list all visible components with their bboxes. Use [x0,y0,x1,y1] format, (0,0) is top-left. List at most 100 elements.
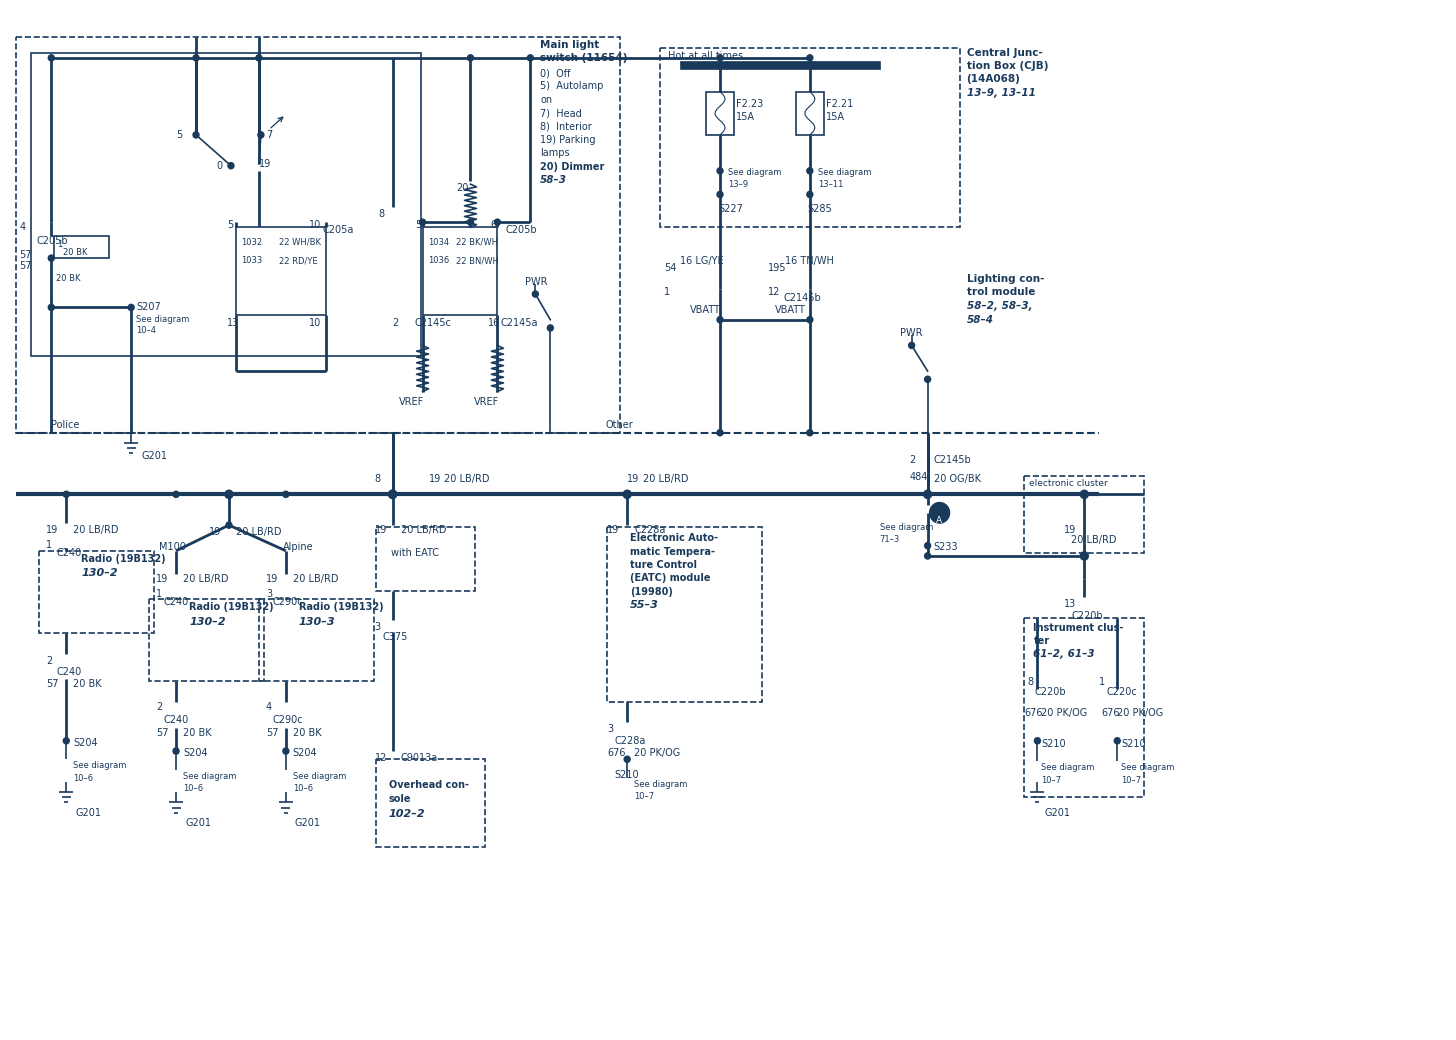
Text: 10–6: 10–6 [293,784,313,792]
Circle shape [282,491,288,497]
Text: 3: 3 [607,725,613,734]
Text: 20 LB/RD: 20 LB/RD [236,527,281,538]
Text: S210: S210 [614,770,639,780]
Circle shape [1034,737,1041,744]
Circle shape [807,55,812,61]
Circle shape [389,490,396,498]
Text: 22 RD/YE: 22 RD/YE [280,256,317,265]
Text: S204: S204 [73,737,98,748]
Circle shape [173,748,179,754]
Text: 676: 676 [1025,708,1042,718]
Circle shape [419,219,425,226]
Text: Overhead con-: Overhead con- [389,780,469,789]
Text: S210: S210 [1121,738,1146,749]
Text: C240: C240 [57,667,82,677]
Text: 3: 3 [266,589,272,599]
Circle shape [1080,552,1088,561]
Circle shape [716,430,724,436]
Text: C2145a: C2145a [501,317,537,328]
Circle shape [909,342,914,348]
Text: 19: 19 [374,525,387,536]
Text: 19: 19 [266,574,278,584]
Text: VBATT: VBATT [690,306,721,315]
Bar [259,599,374,681]
Text: S207: S207 [135,303,160,312]
Circle shape [625,491,630,497]
Text: 20 LB/RD: 20 LB/RD [293,574,338,584]
Text: Radio (19B132): Radio (19B132) [189,602,274,613]
Text: A: A [936,516,942,525]
Bar [1025,618,1144,798]
Text: C2145c: C2145c [415,317,451,328]
Text: on: on [540,95,552,105]
Text: Radio (19B132): Radio (19B132) [298,602,383,613]
Text: (14A068): (14A068) [967,74,1021,84]
Text: 15A: 15A [826,112,844,123]
Text: PWR: PWR [900,328,922,338]
Text: C2145b: C2145b [783,293,821,303]
Text: 54: 54 [664,263,677,274]
Text: ture Control: ture Control [630,561,697,570]
Text: 2: 2 [910,456,916,465]
Text: See diagram: See diagram [1121,763,1175,773]
Circle shape [1080,490,1088,498]
Text: 4: 4 [266,702,272,711]
Circle shape [282,748,288,754]
Text: 57: 57 [156,728,169,738]
Text: 195: 195 [767,263,786,274]
Text: switch (11654): switch (11654) [540,53,628,62]
Text: 57: 57 [47,679,58,690]
Bar [660,48,960,228]
Text: 484: 484 [910,472,927,482]
Circle shape [226,490,233,498]
Text: See diagram: See diagram [293,772,347,781]
Text: 13–9, 13–11: 13–9, 13–11 [967,87,1035,98]
Text: G201: G201 [294,817,320,828]
Text: 58–4: 58–4 [967,315,993,324]
Text: 1: 1 [1099,677,1105,687]
Circle shape [923,490,932,498]
Text: 5)  Autolamp: 5) Autolamp [540,81,604,92]
Circle shape [48,55,54,61]
Circle shape [173,491,179,497]
Text: 1: 1 [664,287,670,296]
Text: 130–3: 130–3 [298,617,335,626]
Text: 19: 19 [628,474,639,484]
Text: 102–2: 102–2 [389,808,425,818]
Text: S227: S227 [718,204,743,213]
Text: 19: 19 [1064,525,1076,536]
Text: matic Tempera-: matic Tempera- [630,547,715,556]
Bar [796,92,824,135]
Circle shape [194,132,199,138]
Bar [706,92,734,135]
Text: C205b: C205b [36,235,68,245]
Text: See diagram: See diagram [135,315,189,323]
Circle shape [63,491,70,497]
Text: 61–2, 61–3: 61–2, 61–3 [1034,649,1095,659]
Text: G201: G201 [1044,807,1070,817]
Text: 10–6: 10–6 [73,774,93,783]
Text: 22 WH/BK: 22 WH/BK [280,237,320,246]
Circle shape [807,167,812,174]
Circle shape [258,132,264,138]
Text: VREF: VREF [399,397,424,407]
Text: Other: Other [606,420,633,431]
Text: 1034: 1034 [428,237,450,246]
Text: 20 LB/RD: 20 LB/RD [1072,536,1117,545]
Text: See diagram: See diagram [818,167,871,177]
Text: 58–2, 58–3,: 58–2, 58–3, [967,302,1032,311]
Circle shape [925,376,930,383]
Circle shape [256,55,262,61]
Text: 10–7: 10–7 [1041,776,1061,785]
Circle shape [226,522,232,528]
Text: 5: 5 [176,130,182,139]
Text: 58–3: 58–3 [540,175,568,185]
Circle shape [533,291,539,297]
Text: Instrument clus-: Instrument clus- [1034,623,1124,632]
Text: 6: 6 [491,220,496,230]
Circle shape [63,737,70,744]
Text: 57: 57 [19,250,32,260]
Circle shape [925,543,930,549]
Text: See diagram: See diagram [183,772,236,781]
Text: with EATC: with EATC [390,548,438,557]
